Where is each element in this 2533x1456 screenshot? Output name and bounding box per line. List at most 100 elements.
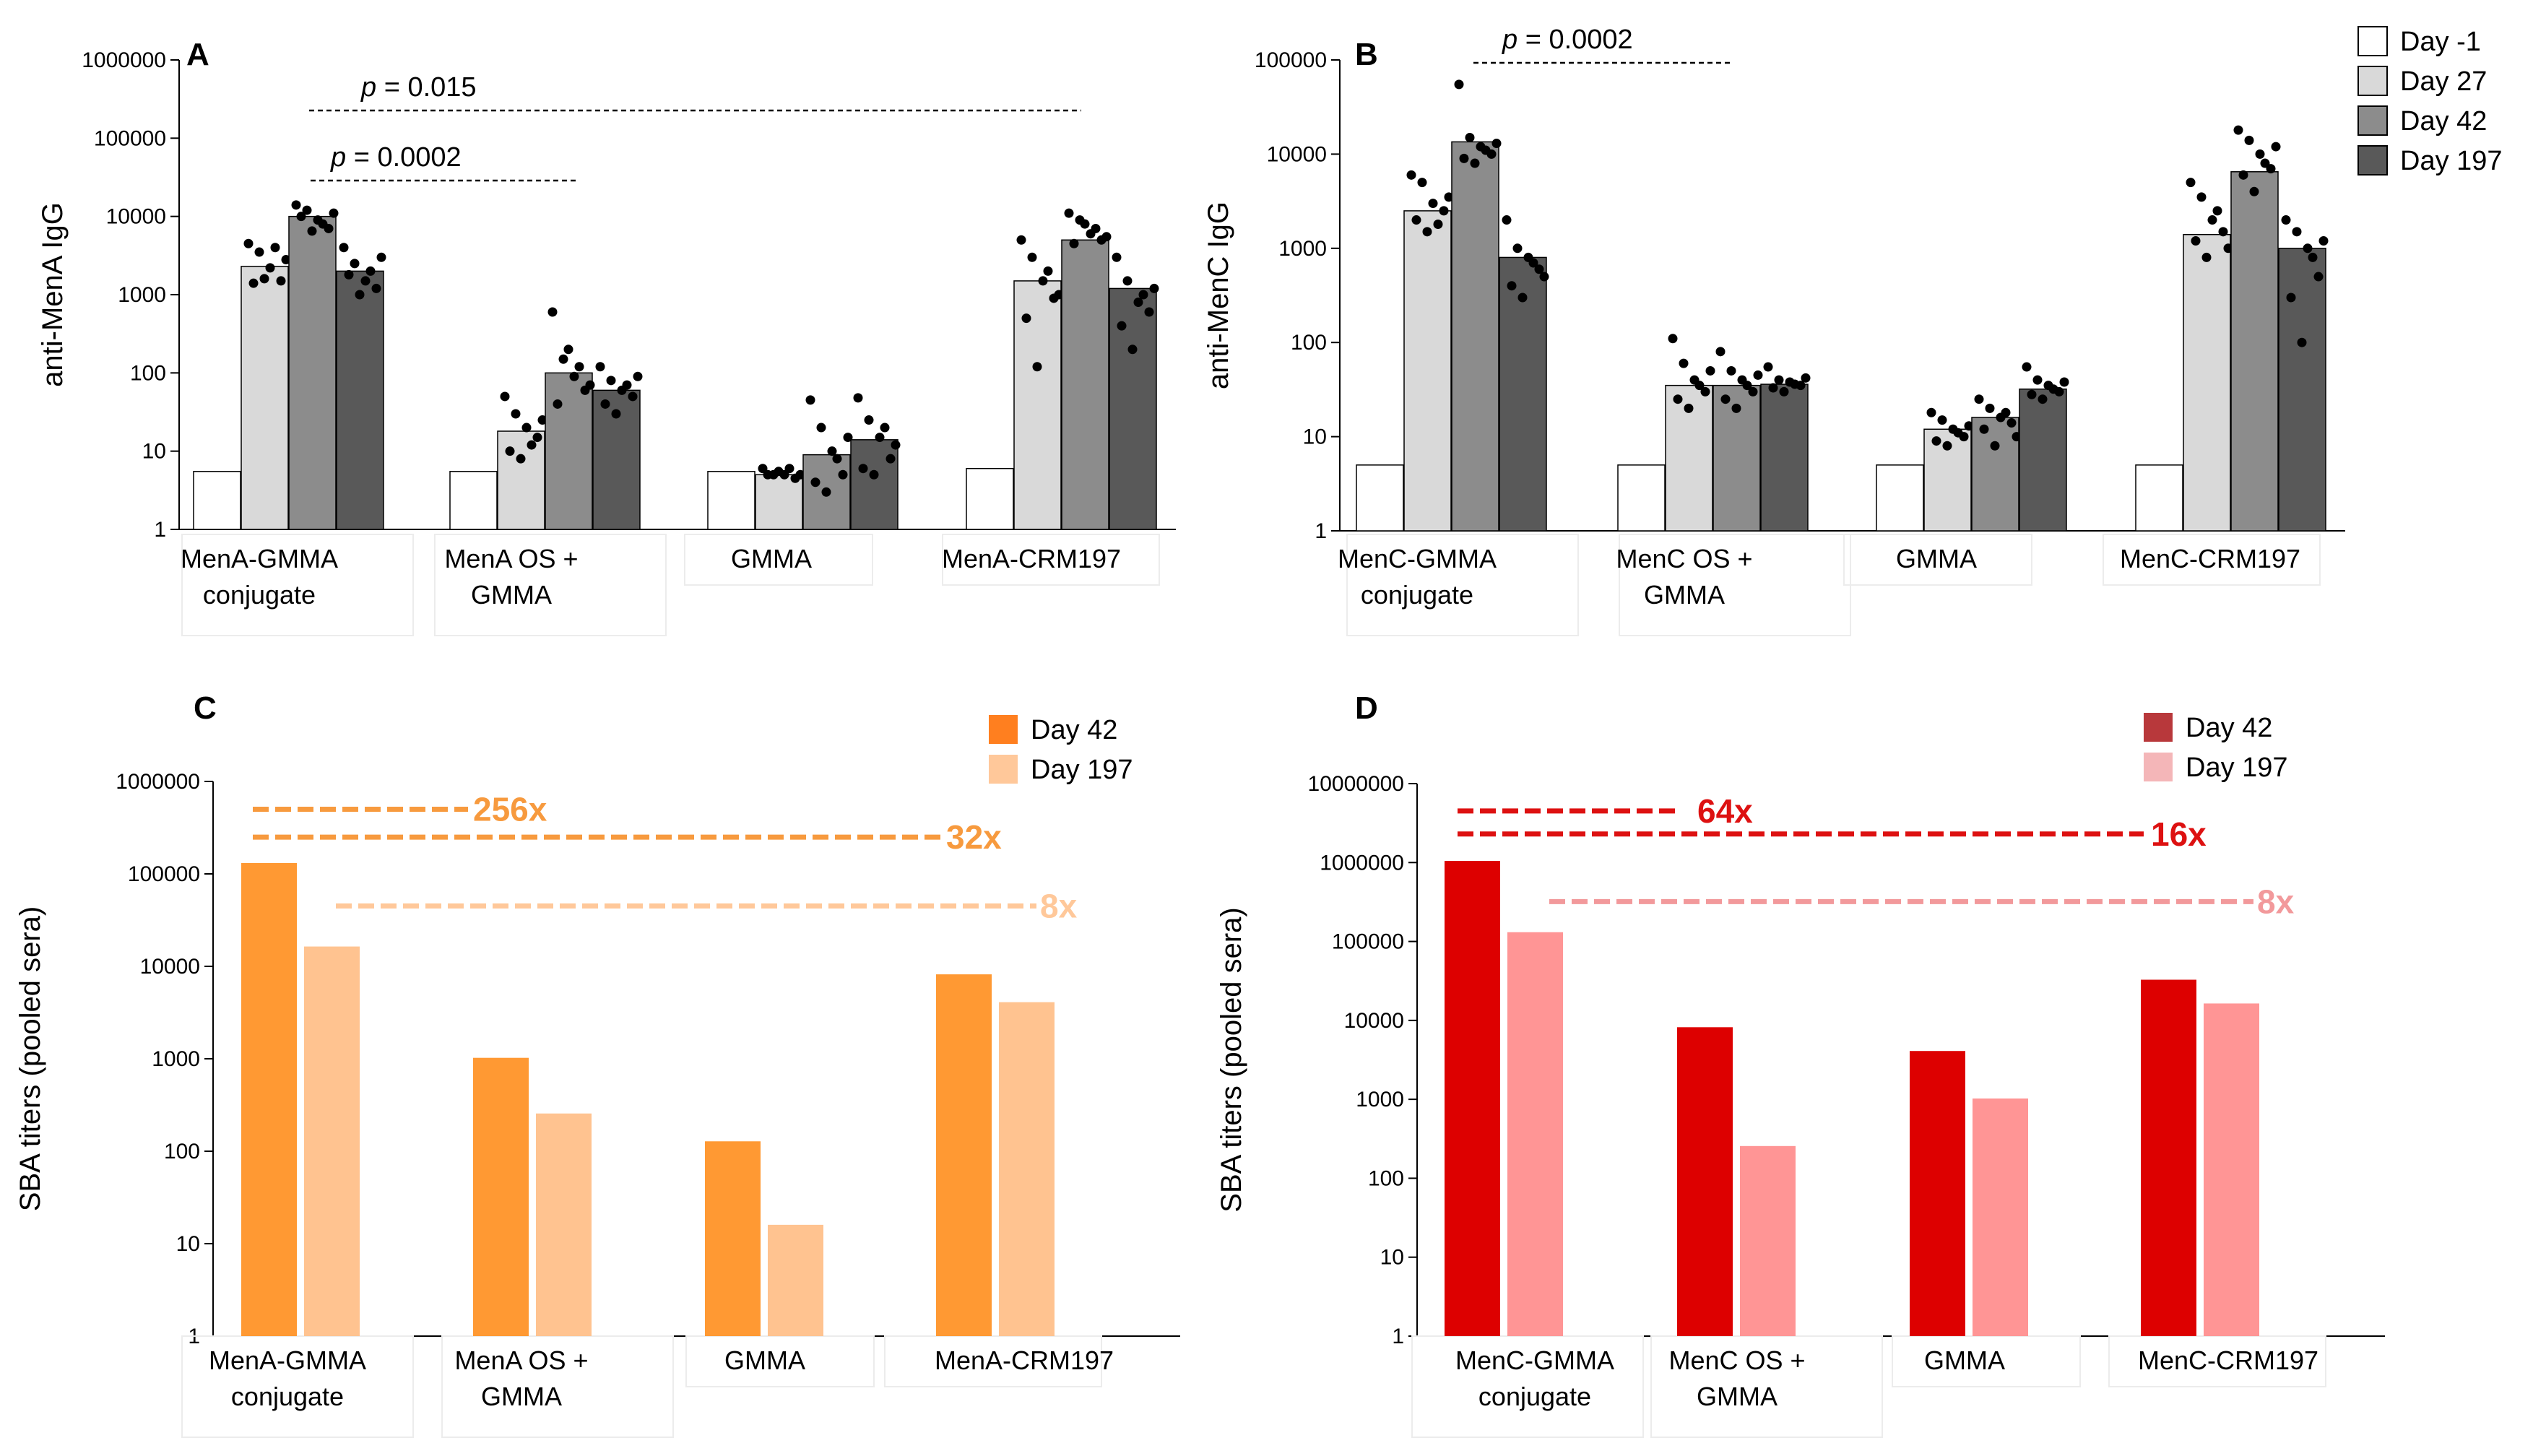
data-point bbox=[2022, 362, 2032, 372]
data-point bbox=[1700, 386, 1710, 396]
bar-B-day-1 bbox=[2135, 464, 2183, 532]
data-point bbox=[864, 415, 874, 425]
bar-B-day-1 bbox=[1617, 464, 1666, 532]
data-point bbox=[1715, 347, 1726, 357]
group-label-line1: GMMA bbox=[1924, 1346, 2005, 1375]
group-label-frame bbox=[2103, 534, 2321, 586]
data-point bbox=[1491, 139, 1502, 149]
data-point bbox=[1937, 415, 1947, 425]
bar-B-day197 bbox=[1499, 256, 1547, 532]
fold-change-label: 64x bbox=[1697, 792, 1753, 830]
legend-swatch bbox=[2144, 753, 2173, 781]
data-point bbox=[585, 380, 595, 390]
y-tick-label: 10000 bbox=[106, 205, 166, 229]
data-point bbox=[376, 252, 386, 262]
group-label-line1: MenC OS + bbox=[1668, 1346, 1805, 1375]
data-point bbox=[1673, 394, 1683, 404]
bar-D-day197 bbox=[1740, 1145, 1796, 1336]
legend-label: Day 42 bbox=[1031, 715, 1117, 745]
data-point bbox=[360, 276, 371, 286]
data-point bbox=[2207, 215, 2217, 225]
y-tick-label: 100000 bbox=[1255, 48, 1327, 72]
data-point bbox=[2218, 227, 2228, 237]
y-tick-label: 1 bbox=[154, 518, 166, 542]
data-point bbox=[521, 422, 532, 433]
data-point bbox=[532, 433, 542, 443]
bar-A-day197 bbox=[336, 270, 384, 530]
data-point bbox=[344, 269, 354, 280]
data-point bbox=[2238, 170, 2248, 180]
group-label-line2: conjugate bbox=[1478, 1382, 1591, 1411]
data-point bbox=[1517, 292, 1528, 303]
data-point bbox=[2286, 292, 2296, 303]
data-point bbox=[2027, 389, 2037, 399]
data-point bbox=[2059, 377, 2069, 387]
data-point bbox=[810, 477, 820, 488]
bar-D-day197 bbox=[1507, 932, 1563, 1336]
legend-swatch bbox=[989, 755, 1018, 784]
y-tick-label: 10 bbox=[1303, 425, 1327, 449]
bar-C-day42 bbox=[936, 974, 992, 1336]
legend-swatch bbox=[989, 715, 1018, 744]
data-point bbox=[1953, 428, 1963, 438]
data-point bbox=[2001, 407, 2011, 417]
group-label-frame bbox=[884, 1335, 1102, 1387]
data-point bbox=[875, 433, 885, 443]
data-point bbox=[1016, 235, 1026, 245]
data-point bbox=[1512, 243, 1523, 254]
y-tick-label: 10000 bbox=[140, 955, 200, 979]
data-point bbox=[2297, 337, 2307, 347]
data-point bbox=[1942, 441, 1952, 451]
y-tick-label: 10000000 bbox=[1308, 772, 1404, 796]
data-point bbox=[1990, 441, 2000, 451]
data-point bbox=[276, 276, 286, 286]
legend-label: Day 197 bbox=[2186, 753, 2288, 783]
data-point bbox=[2260, 158, 2270, 168]
data-point bbox=[1439, 206, 1449, 216]
legend-label: Day 42 bbox=[2186, 713, 2272, 743]
legend-label: Day 197 bbox=[2400, 146, 2503, 176]
panel-label: D bbox=[1355, 690, 1378, 726]
p-value-label: p = 0.015 bbox=[360, 72, 477, 103]
data-point bbox=[1038, 276, 1048, 286]
data-point bbox=[371, 283, 381, 293]
legend-label: Day -1 bbox=[2400, 27, 2481, 57]
y-tick-label: 1000 bbox=[1356, 1088, 1404, 1112]
group-label-line2: conjugate bbox=[231, 1382, 344, 1411]
bar-C-day42 bbox=[241, 862, 297, 1336]
data-point bbox=[595, 362, 605, 372]
data-point bbox=[2281, 215, 2291, 225]
bar-A-day42 bbox=[545, 372, 593, 530]
data-point bbox=[563, 344, 573, 355]
data-point bbox=[307, 226, 317, 236]
group-label-line1: GMMA bbox=[731, 544, 812, 573]
data-point bbox=[265, 263, 275, 273]
fold-change-label: 16x bbox=[2151, 815, 2207, 853]
p-value-text: = 0.015 bbox=[376, 72, 476, 103]
legend-swatch bbox=[2357, 66, 2388, 96]
group-label-line1: MenC OS + bbox=[1616, 544, 1752, 573]
bar-C-day197 bbox=[536, 1113, 592, 1336]
data-point bbox=[1417, 178, 1427, 188]
bar-B-day197 bbox=[1760, 384, 1809, 532]
group-label-frame bbox=[434, 534, 667, 636]
y-axis-label: SBA titers (pooled sera) bbox=[14, 906, 46, 1211]
data-point bbox=[1779, 386, 1789, 396]
data-point bbox=[2006, 418, 2017, 428]
data-point bbox=[505, 446, 515, 456]
y-tick-label: 10000 bbox=[1344, 1009, 1404, 1033]
group-label-line1: MenA OS + bbox=[454, 1346, 588, 1375]
data-point bbox=[774, 467, 784, 477]
data-point bbox=[805, 395, 815, 405]
data-point bbox=[1502, 215, 1512, 225]
data-point bbox=[2196, 192, 2207, 202]
data-point bbox=[1043, 266, 1053, 276]
p-value-text: = 0.0002 bbox=[1517, 25, 1633, 55]
y-tick-label: 10 bbox=[176, 1232, 200, 1256]
y-tick-label: 10 bbox=[1380, 1246, 1404, 1270]
bar-A-day27 bbox=[241, 266, 289, 530]
group-label-line1: GMMA bbox=[724, 1346, 805, 1375]
y-tick-label: 100000 bbox=[128, 862, 200, 886]
p-symbol: p bbox=[330, 142, 346, 173]
